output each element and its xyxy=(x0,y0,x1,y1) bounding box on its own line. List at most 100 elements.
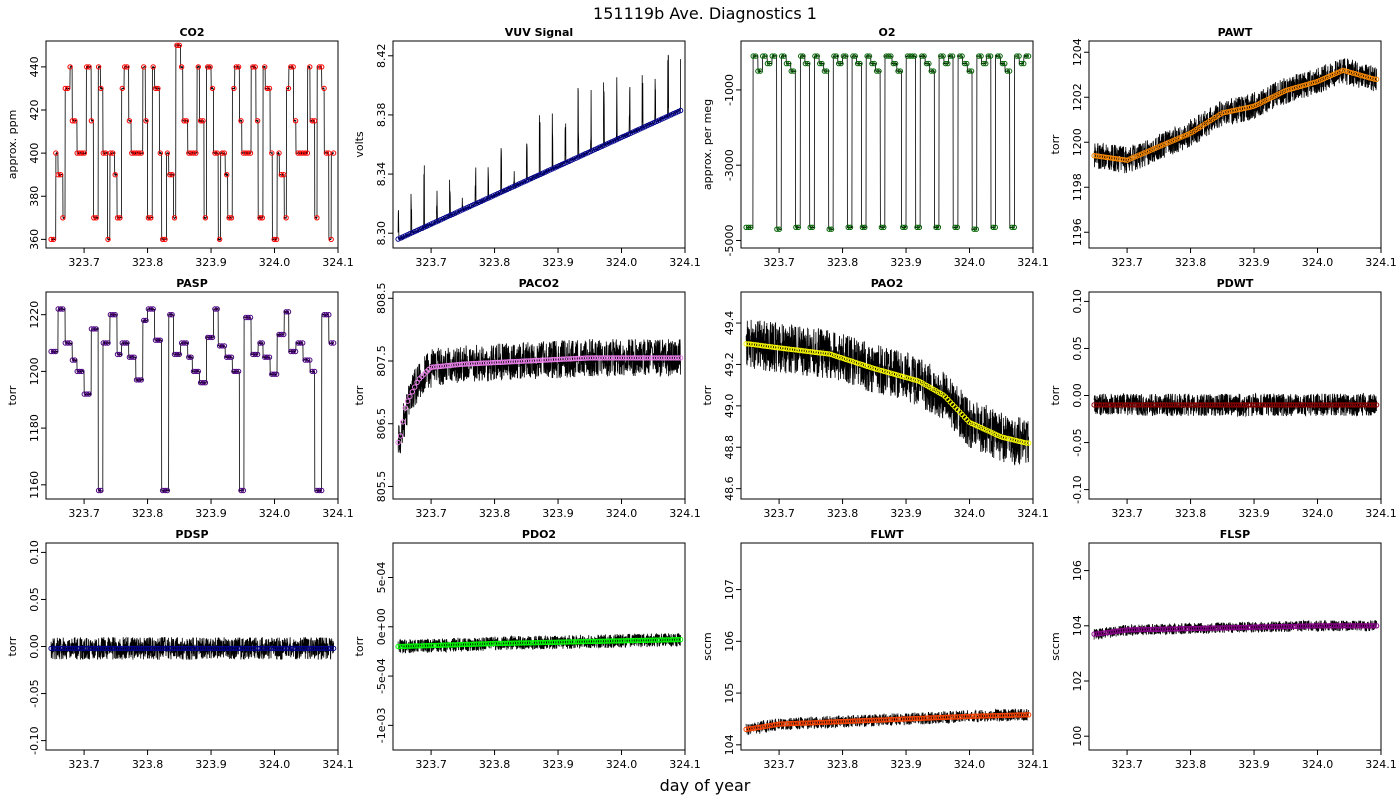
x-tick-label: 323.8 xyxy=(479,507,511,520)
data-point xyxy=(221,150,228,156)
data-point xyxy=(138,150,145,156)
data-point xyxy=(183,340,190,346)
data-point xyxy=(195,368,202,375)
data-point xyxy=(76,368,83,375)
data-point xyxy=(1364,74,1370,80)
data-point xyxy=(752,53,759,59)
panel-title: O2 xyxy=(878,26,895,39)
data-point xyxy=(1023,53,1029,59)
data-point xyxy=(999,60,1006,67)
mean-markers xyxy=(743,53,1032,232)
data-point xyxy=(1354,71,1361,78)
data-point xyxy=(828,351,835,358)
plot-frame xyxy=(1088,542,1382,751)
data-point xyxy=(795,224,801,231)
data-point xyxy=(812,53,818,59)
data-point xyxy=(84,391,90,397)
data-point xyxy=(1002,435,1008,441)
data-point xyxy=(323,312,330,318)
x-tick-label: 323.9 xyxy=(195,507,227,520)
data-point xyxy=(148,215,154,221)
panel-title: VUV Signal xyxy=(505,26,573,39)
data-point xyxy=(873,68,880,74)
data-point xyxy=(771,53,778,59)
data-point xyxy=(321,85,327,92)
x-tick-label: 323.7 xyxy=(1111,507,1143,520)
data-point xyxy=(911,377,918,383)
x-tick-label: 324.0 xyxy=(606,256,638,269)
panel-pdsp: PDSP 323.7 323.8 323.9 324.0 324.1 -0.10 -0.05 0… xyxy=(6,528,354,771)
data-point xyxy=(226,354,232,360)
data-point xyxy=(197,118,204,124)
data-point xyxy=(980,60,987,67)
mean-markers xyxy=(48,42,337,243)
data-point xyxy=(219,343,225,349)
data-point xyxy=(1023,712,1029,718)
x-tick-label: 324.1 xyxy=(1017,507,1049,520)
figure-title: 151119b Ave. Diagnostics 1 xyxy=(593,4,817,23)
data-point xyxy=(783,60,790,67)
data-point xyxy=(1369,75,1375,82)
data-point xyxy=(174,42,180,48)
data-point xyxy=(271,236,277,243)
data-point xyxy=(952,224,958,231)
data-point xyxy=(1359,73,1366,79)
data-point xyxy=(1290,85,1297,92)
data-point xyxy=(169,312,175,318)
data-point xyxy=(285,85,292,92)
data-point xyxy=(840,355,847,362)
data-point xyxy=(112,172,118,178)
data-point xyxy=(233,368,239,375)
data-point xyxy=(193,150,199,156)
data-point xyxy=(897,373,904,379)
data-point xyxy=(854,360,861,366)
data-point xyxy=(69,357,76,363)
raw-series-line xyxy=(745,319,1029,466)
data-point xyxy=(79,150,85,156)
y-tick-label: 805.5 xyxy=(375,471,388,503)
data-point xyxy=(1288,86,1294,92)
panel-pdwt: PDWT 323.7 323.8 323.9 324.0 324.1 -0.10 -0.05 0… xyxy=(1049,277,1397,520)
mean-markers xyxy=(395,636,684,650)
y-tick-label: 106 xyxy=(723,631,736,652)
data-point xyxy=(266,354,273,360)
y-tick-label: 1202 xyxy=(1071,83,1084,111)
data-point xyxy=(1357,72,1363,78)
y-axis-label: torr xyxy=(6,385,19,405)
data-point xyxy=(292,348,299,355)
data-point xyxy=(1295,84,1301,90)
data-point xyxy=(1373,76,1380,83)
data-point xyxy=(902,224,908,231)
data-point xyxy=(802,60,809,67)
data-point xyxy=(757,68,763,74)
data-point xyxy=(878,224,885,231)
y-tick-label: -3000 xyxy=(723,149,736,181)
data-point xyxy=(1016,53,1022,59)
data-point xyxy=(1345,69,1351,75)
data-point xyxy=(919,53,925,59)
data-point xyxy=(53,348,59,355)
data-point xyxy=(748,224,754,231)
data-point xyxy=(1250,103,1256,110)
data-point xyxy=(195,64,202,70)
y-tick-label: 0.05 xyxy=(1071,336,1084,361)
data-point xyxy=(1347,69,1354,76)
y-axis-label: torr xyxy=(353,636,366,656)
data-point xyxy=(959,53,965,59)
x-tick-label: 324.0 xyxy=(606,507,638,520)
data-point xyxy=(114,351,121,358)
data-point xyxy=(319,487,325,494)
data-point xyxy=(141,317,147,324)
y-tick-label: 100 xyxy=(1071,726,1084,747)
x-tick-label: 323.9 xyxy=(1238,256,1270,269)
data-point xyxy=(843,356,849,362)
y-tick-label: 102 xyxy=(1071,671,1084,692)
data-point xyxy=(67,64,73,70)
y-tick-label: 8.30 xyxy=(375,221,388,246)
data-point xyxy=(985,53,991,59)
plot-frame xyxy=(1088,40,1382,249)
data-point xyxy=(297,340,303,346)
data-point xyxy=(145,215,152,221)
mean-markers xyxy=(395,355,684,446)
data-point xyxy=(781,53,787,59)
